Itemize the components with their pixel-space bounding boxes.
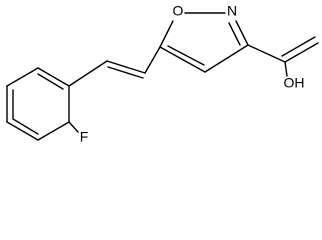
bond-inner [12,118,39,135]
bond [68,121,79,133]
vinyl-linker [68,46,161,87]
atom-label: OH [284,75,305,91]
bond [6,67,39,87]
atom-label: O [173,3,184,19]
bond [247,44,286,63]
isoxazole-ring [159,12,249,73]
bond [159,46,206,73]
bond [37,121,70,141]
bond [6,121,39,141]
bond [284,61,288,77]
bond-inner [167,45,205,66]
bond [159,20,174,48]
atom-label: F [80,129,89,145]
bond [204,44,249,73]
bond-inner [37,73,64,90]
bond-inner [107,66,144,79]
bond [68,60,108,87]
structure-diagram: F O N OH [6,3,319,145]
bond-inner [281,36,316,57]
bond [284,42,319,63]
benzene-ring [6,67,70,141]
bond [144,46,161,74]
bond [106,60,146,74]
bond [235,20,249,46]
bond [37,67,70,87]
atom-label: N [227,3,237,19]
bond-inner [228,22,241,46]
carboxyl-group [247,36,319,77]
